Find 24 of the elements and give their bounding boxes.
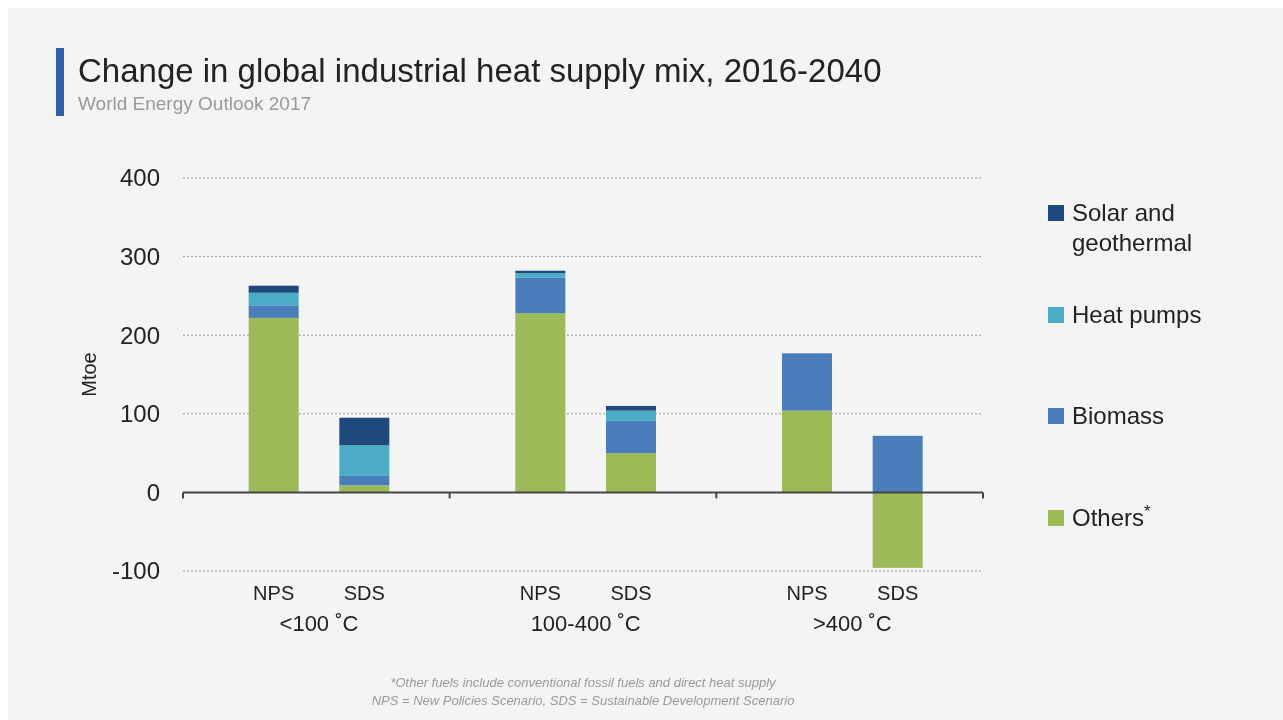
- y-axis-title: Mtoe: [78, 352, 100, 397]
- x-tick-label: NPS: [519, 582, 561, 604]
- x-tick-label: NPS: [786, 582, 828, 604]
- y-tick-label: 100: [119, 400, 160, 428]
- legend-label: Heat pumps: [1072, 301, 1202, 329]
- text: <100 ˚C: [279, 611, 359, 636]
- legend-label: Solar and geothermal: [1072, 199, 1193, 257]
- text: >400 ˚C: [812, 611, 892, 636]
- x-tick-label: NPS: [253, 582, 295, 604]
- x-tick-label: SDS: [343, 582, 385, 604]
- legend-label: Biomass: [1072, 402, 1165, 430]
- y-tick-label: 200: [119, 321, 160, 349]
- text: 100-400 ˚C: [530, 611, 641, 636]
- text: *Other fuels include conventional fossil fuels and direct heat supply: [390, 675, 778, 690]
- y-tick-label: 300: [119, 243, 160, 270]
- legend-label: Others$^{*}$: [1072, 501, 1152, 532]
- y-tick-label: 400: [119, 164, 160, 192]
- chart-title: Change in global industrial heat supply mix, 2016-2040: [78, 52, 882, 89]
- x-tick-label: SDS: [877, 582, 919, 604]
- chart-subtitle: World Energy Outlook 2017: [78, 93, 312, 114]
- x-tick-label: SDS: [610, 582, 652, 604]
- text: NPS = New Policies Scenario, SDS = Sustainable Development Scenario: [371, 693, 795, 708]
- y-tick-label: 0: [146, 478, 160, 506]
- y-tick-label: -100: [111, 557, 160, 585]
